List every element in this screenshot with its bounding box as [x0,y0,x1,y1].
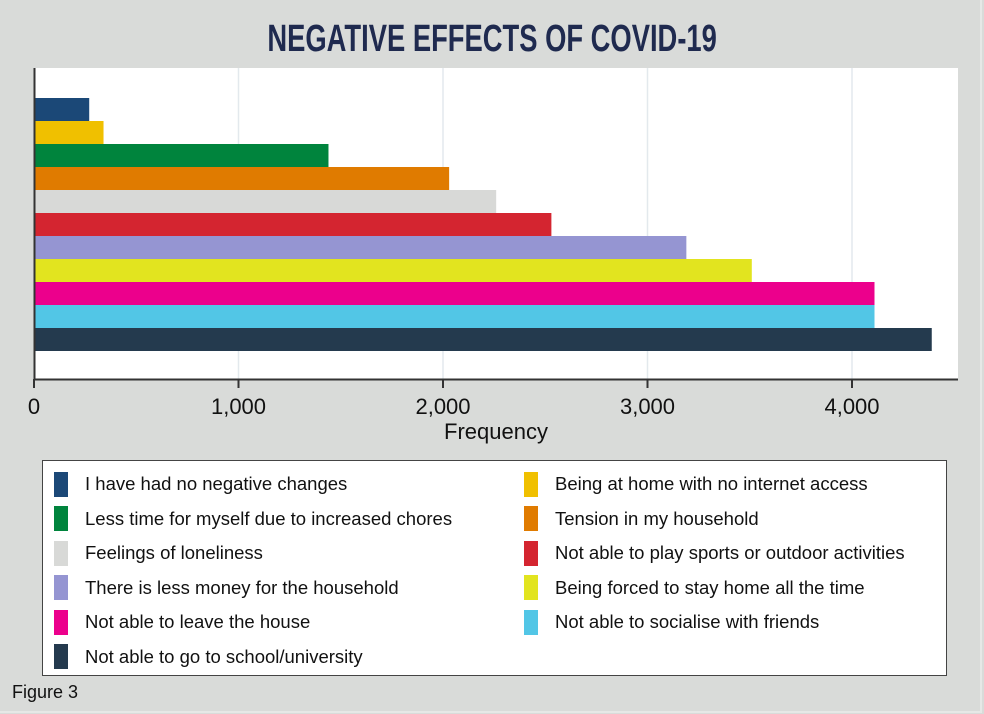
legend-item: Not able to leave the house [54,607,310,637]
bar: Feelings of loneliness: 2260 [34,190,497,213]
legend-swatch [54,540,68,566]
legend-label: Not able to leave the house [85,611,311,632]
chart-title-text: NEGATIVE EFFECTS OF COVID-19 [267,18,717,60]
legend-item: Tension in my household [524,504,759,534]
legend-item: Not able to socialise with friends [524,607,819,637]
bars: I have had no negative changes: 270Being… [34,98,932,351]
legend-swatch [54,575,68,600]
legend-swatch [54,471,68,497]
legend-swatch [54,609,68,635]
legend-label: Tension in my household [555,507,759,529]
x-tick-label: 1,000 [211,394,266,419]
bar: Tension in my household: 2030 [34,167,450,190]
bar: Being at home with no internet access: 3… [34,121,104,144]
legend-label: Being at home with no internet access [555,473,868,494]
legend-item: Being at home with no internet access [524,469,868,499]
chart-title: NEGATIVE EFFECTS OF COVID-19 [0,18,984,60]
legend-item: There is less money for the household [54,573,399,603]
legend-item: Being forced to stay home all the time [524,573,865,603]
x-ticks: 0 1,000 2,000 3,000 4,000 [28,379,880,419]
legend-item: Less time for myself due to increased ch… [54,504,452,534]
legend-label: Not able to play sports or outdoor activ… [555,542,905,563]
bar: Not able to play sports or outdoor activ… [34,213,552,236]
legend-label: I have had no negative changes [85,473,348,494]
legend-item: Not able to go to school/university [54,642,363,672]
legend-label: Feelings of loneliness [85,542,263,563]
figure-label: Figure 3 [12,682,79,702]
bar: Less time for myself due to increased ch… [34,144,329,167]
legend-swatch [524,506,538,531]
legend-swatch [524,609,538,635]
bar: Not able to socialise with friends: 4110 [34,305,875,328]
legend-swatch [524,540,538,566]
x-tick-label: 4,000 [824,394,879,419]
legend-swatch [54,644,68,669]
bar: Being forced to stay home all the time: … [34,259,752,282]
legend-item: Not able to play sports or outdoor activ… [524,538,905,568]
bar-chart: I have had no negative changes: 270Being… [28,68,958,444]
legend-swatch [524,575,538,600]
legend-label: Not able to socialise with friends [555,611,820,632]
bar: I have had no negative changes: 270 [34,98,90,121]
x-tick-label: 0 [28,394,40,419]
x-tick-label: 3,000 [620,394,675,419]
legend-label: Less time for myself due to increased ch… [85,507,453,529]
bar: Not able to go to school/university: 439… [34,328,932,351]
legend: I have had no negative changes Less time … [42,460,947,676]
legend-label: Not able to go to school/university [85,645,363,667]
legend-swatch [54,506,68,531]
bar: There is less money for the household: 3… [34,236,687,259]
x-axis-title: Frequency [444,419,548,444]
x-tick-label: 2,000 [415,394,470,419]
bar: Not able to leave the house: 4110 [34,282,875,305]
legend-label: Being forced to stay home all the time [555,576,865,598]
legend-item: Feelings of loneliness [54,538,263,568]
legend-item: I have had no negative changes [54,469,347,499]
legend-swatch [524,471,538,497]
legend-label: There is less money for the household [85,576,399,598]
